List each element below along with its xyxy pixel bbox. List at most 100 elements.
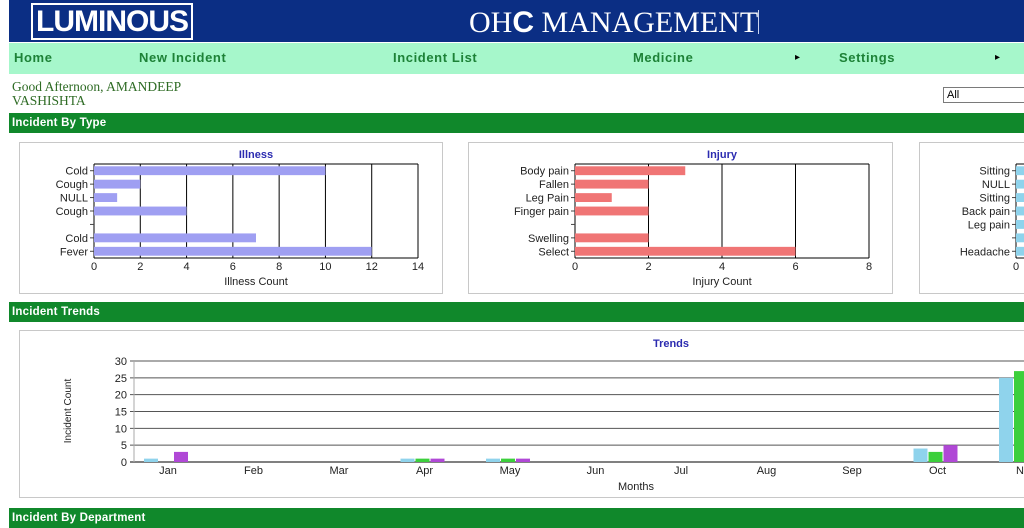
chart-title: Trends <box>653 338 689 350</box>
y-tick-label: 0 <box>121 457 127 469</box>
x-tick-label: Feb <box>244 465 263 477</box>
bar-cold <box>94 166 326 176</box>
y-tick-label: Fever <box>60 246 88 258</box>
x-tick-label: 8 <box>276 261 282 273</box>
x-tick-label: May <box>500 465 521 477</box>
x-tick-label: Mar <box>330 465 349 477</box>
trends-chart: Trends 0 5 10 15 20 25 30 Jan Feb Mar Apr May Jun Jul A… <box>63 338 1024 493</box>
x-tick-label: 0 <box>91 261 97 273</box>
bar-sitting <box>1016 166 1024 176</box>
bar-may-series-2 <box>501 458 515 462</box>
y-axis-title: Incident Count <box>63 379 74 444</box>
y-tick-label: 25 <box>115 373 127 385</box>
y-tick-label: 20 <box>115 390 127 402</box>
x-tick-label: Sep <box>842 465 862 477</box>
bar-apr-series-3 <box>430 458 445 462</box>
y-tick-label: 15 <box>115 407 127 419</box>
bar-select <box>575 246 796 256</box>
title-suffix: MANAGEMENT <box>534 6 759 39</box>
bar-finger-pain <box>575 206 649 216</box>
greeting: Good Afternoon, AMANDEEP VASHISHTA <box>12 80 272 108</box>
bar-no-series-1 <box>999 377 1013 462</box>
nav-home[interactable]: Home <box>14 50 53 65</box>
greeting-line-2: VASHISHTA <box>12 93 86 108</box>
bar-oct-series-1 <box>913 448 928 462</box>
y-tick-label: 5 <box>121 440 127 452</box>
nav-medicine[interactable]: Medicine <box>633 50 694 65</box>
x-axis-title: Months <box>618 481 655 493</box>
x-tick-label: No <box>1016 465 1024 477</box>
bar-leg-pain <box>575 193 612 203</box>
y-tick-label: Fallen <box>539 179 569 191</box>
y-tick-label: NULL <box>982 179 1010 191</box>
nav-bar <box>9 43 1024 74</box>
luminous-logo: LUMINOUS <box>31 3 193 40</box>
y-tick-label: Back pain <box>962 206 1010 218</box>
x-tick-label: Jan <box>159 465 177 477</box>
bar-jan-series-1 <box>144 458 158 462</box>
x-tick-label: 2 <box>137 261 143 273</box>
x-tick-label: 8 <box>866 261 872 273</box>
title-c: C <box>512 6 535 39</box>
y-tick-label: Leg pain <box>968 219 1010 231</box>
y-tick-label: 10 <box>115 423 127 435</box>
section-incident-by-department: Incident By Department <box>9 508 1024 528</box>
bar-leg-pain <box>1016 219 1024 229</box>
bar-may-series-3 <box>516 458 530 462</box>
x-tick-label: 4 <box>184 261 190 273</box>
illness-chart-panel: Illness 0 2 4 6 8 10 12 14 Cold Cough NULL Cough Cold… <box>19 142 443 294</box>
y-tick-label: Cough <box>56 179 88 191</box>
chart-title: Illness <box>239 149 273 161</box>
bar-body-pain <box>575 166 686 176</box>
y-tick-label: Cold <box>65 233 88 245</box>
nav-settings[interactable]: Settings <box>839 50 896 65</box>
y-tick-label: Select <box>538 246 569 258</box>
x-tick-label: Apr <box>416 465 433 477</box>
bar-back-pain <box>1016 206 1024 216</box>
bar-oct-series-3 <box>943 445 958 462</box>
bar-sitting <box>1016 193 1024 203</box>
app-title: OHC MANAGEMENT <box>469 6 760 40</box>
bar-apr-series-2 <box>415 458 430 462</box>
bar-null <box>94 193 118 203</box>
bar-null <box>1016 179 1024 189</box>
nav-incident-list[interactable]: Incident List <box>393 50 478 65</box>
chart-title: Injury <box>707 149 738 161</box>
x-tick-label: 2 <box>645 261 651 273</box>
bar-fever <box>94 246 372 256</box>
title-divider <box>758 10 760 34</box>
medicine-submenu-arrow-icon[interactable]: ▸ <box>795 52 801 63</box>
bar-may-series-1 <box>486 458 500 462</box>
x-tick-label: Jun <box>587 465 605 477</box>
bar-swelling <box>575 233 649 243</box>
x-axis-title: Illness Count <box>224 276 288 288</box>
y-tick-label: Cough <box>56 206 88 218</box>
bar-oct-series-2 <box>928 451 943 462</box>
top-banner <box>9 0 1024 42</box>
title-prefix: OH <box>469 6 513 39</box>
bar-cough <box>94 179 141 189</box>
x-tick-label: 10 <box>319 261 331 273</box>
y-tick-label: 30 <box>115 356 127 368</box>
x-tick-label: Aug <box>757 465 777 477</box>
injury-chart-panel: Injury 0 2 4 6 8 Body pain Fallen Leg Pain Finger… <box>468 142 893 294</box>
section-incident-by-type: Incident By Type <box>9 113 1024 133</box>
bar-cold <box>94 233 256 243</box>
nav-new-incident[interactable]: New Incident <box>139 50 227 65</box>
section-incident-trends: Incident Trends <box>9 302 1024 322</box>
posture-chart-panel: 0 Sitting NULL Sitting Back pain Leg pain Head… <box>919 142 1024 294</box>
y-tick-label: Body pain <box>520 166 569 178</box>
x-tick-label: 6 <box>230 261 236 273</box>
x-tick-label: Jul <box>674 465 688 477</box>
bar-cough <box>94 206 187 216</box>
settings-submenu-arrow-icon[interactable]: ▸ <box>995 52 1001 63</box>
bar-jan-series-3 <box>174 451 188 462</box>
y-tick-label: Leg Pain <box>526 193 569 205</box>
bar-no-series-2 <box>1014 371 1024 462</box>
filter-select[interactable]: All <box>943 87 1024 103</box>
y-tick-label: Sitting <box>979 166 1010 178</box>
x-tick-label: 4 <box>719 261 725 273</box>
y-tick-label: Finger pain <box>514 206 569 218</box>
y-tick-label: Swelling <box>528 233 569 245</box>
